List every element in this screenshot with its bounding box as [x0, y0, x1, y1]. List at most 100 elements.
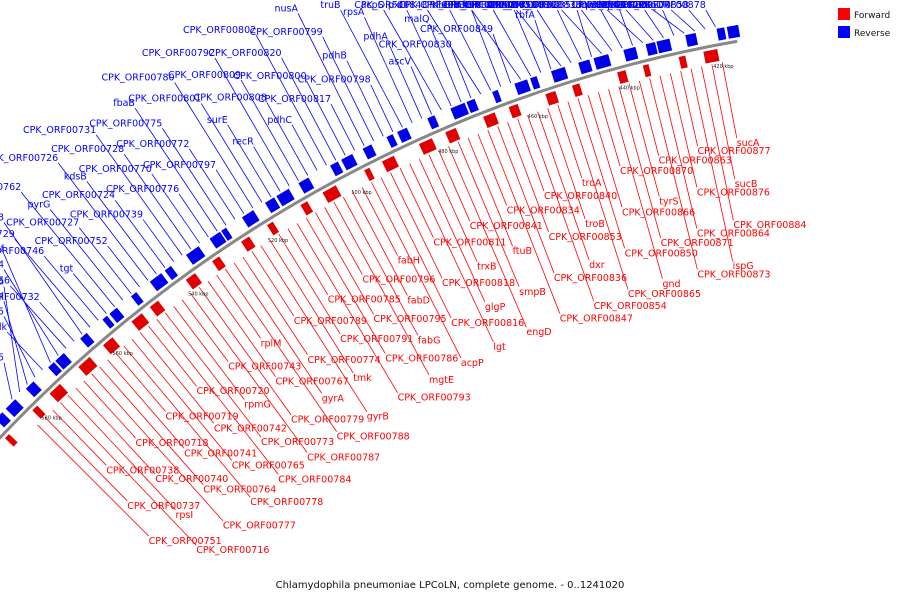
gene-label: CPK_ORF00864 [697, 228, 770, 239]
gene-label: mgtE [429, 375, 454, 386]
leader-line [6, 331, 43, 371]
leader-line [477, 133, 508, 206]
reverse-gene-feature [645, 42, 658, 56]
leader-line [492, 9, 532, 77]
leader-line [371, 182, 462, 359]
forward-gene-feature [78, 356, 98, 376]
leader-line [20, 191, 115, 308]
forward-gene-feature [445, 127, 461, 144]
leader-line [107, 359, 185, 449]
leader-line [536, 9, 572, 64]
leader-line [9, 285, 67, 349]
leader-line [107, 245, 140, 288]
gene-label: tmk [353, 373, 372, 384]
forward-gene-feature [131, 313, 150, 331]
gene-label: CPK_ORF00728 [51, 144, 124, 155]
gene-label: CPK_ORF00846 [443, 0, 516, 11]
gene-label: engD [526, 327, 551, 338]
gene-label: smpB [519, 287, 546, 298]
gene-label: lgt [493, 342, 506, 353]
leader-line [383, 9, 442, 111]
leader-line [705, 9, 716, 28]
gene-label: troA [582, 178, 602, 189]
reverse-gene-feature [55, 353, 72, 370]
gene-label: CPK_ORF00817 [258, 94, 331, 105]
reverse-gene-feature [298, 177, 315, 194]
gene-label: CPK_ORF00862 [489, 0, 562, 11]
gene-label: CPK_ORF00874 [598, 0, 671, 11]
gene-label: CPK_ORF00716 [196, 545, 269, 556]
gene-label: gyrB [367, 412, 389, 423]
leader-line [253, 146, 281, 192]
gene-label: malQ [404, 14, 429, 25]
leader-line [207, 280, 276, 377]
gene-label: CPK_ORF00791 [340, 334, 413, 345]
gene-label: CPK_ORF00840 [544, 191, 617, 202]
reverse-gene-feature [656, 38, 673, 54]
forward-gene-feature [322, 185, 342, 204]
gene-label: adk [0, 322, 8, 333]
gene-label: sucB [735, 179, 758, 190]
leader-line [419, 159, 486, 303]
leader-line [43, 255, 99, 321]
leader-line [242, 256, 308, 355]
gene-label: CPK_ORF00811 [433, 238, 506, 249]
leader-line [251, 251, 295, 317]
gene-label: CPK_ORF00860 [580, 0, 653, 11]
reverse-gene-feature [514, 79, 531, 96]
leader-line [189, 148, 236, 220]
gene-label: fabD [407, 296, 430, 307]
gene-label: CPK_ORF00841 [470, 221, 543, 232]
leader-line [619, 9, 633, 46]
leader-line [3, 269, 59, 356]
reverse-gene-feature [265, 197, 281, 214]
leader-line [281, 57, 337, 161]
leader-line [156, 319, 279, 475]
leader-line [86, 181, 157, 275]
leader-line [215, 169, 245, 214]
reverse-gene-feature [578, 59, 593, 75]
forward-gene-feature [483, 112, 499, 129]
leader-line [670, 9, 695, 32]
leader-line [652, 9, 685, 34]
forward-gene-feature [418, 138, 437, 155]
leader-line [438, 150, 471, 222]
gene-label: ispG [733, 261, 754, 272]
gene-label: rpsI [175, 510, 193, 521]
reverse-gene-feature [341, 154, 358, 171]
gene-label: acpS [361, 0, 384, 11]
reverse-gene-feature [397, 127, 412, 143]
leader-line [52, 409, 107, 466]
leader-line [201, 103, 263, 203]
gene-label: gyrA [322, 393, 345, 404]
leader-line [625, 9, 654, 41]
gene-label: folD [607, 0, 626, 11]
gene-label: CPK_ORF00816 [451, 318, 524, 329]
leader-line [517, 118, 545, 192]
gene-label: CPK_ORF00778 [250, 497, 323, 508]
gene-label: CPK_ORF00873 [697, 269, 770, 280]
leader-line [72, 273, 107, 314]
gene-label: CPK_ORF00857 [441, 0, 514, 11]
reverse-gene-feature [109, 307, 125, 324]
gene-label: CPK_ORF00847 [560, 313, 633, 324]
leader-line [278, 234, 341, 335]
scale-tick-label: 500 kbp [351, 190, 371, 196]
gene-label: CPK_ORF00799 [250, 27, 323, 38]
gene-label: CPK_ORF00863 [659, 155, 732, 166]
leader-line [99, 366, 204, 485]
reverse-gene-feature [102, 315, 115, 329]
leader-line [164, 312, 262, 438]
leader-line [75, 387, 156, 475]
leader-line [330, 103, 356, 151]
leader-line [688, 9, 706, 30]
leader-line [305, 217, 386, 354]
leader-line [123, 154, 192, 250]
gene-label: pdhA [363, 32, 388, 43]
reverse-gene-feature [241, 210, 260, 228]
gene-label: CPK_ORF00801 [128, 94, 201, 105]
gene-label: fbaB [113, 98, 135, 109]
leader-line [333, 202, 430, 375]
gene-label: sucA [737, 138, 760, 149]
leader-line [448, 146, 527, 328]
